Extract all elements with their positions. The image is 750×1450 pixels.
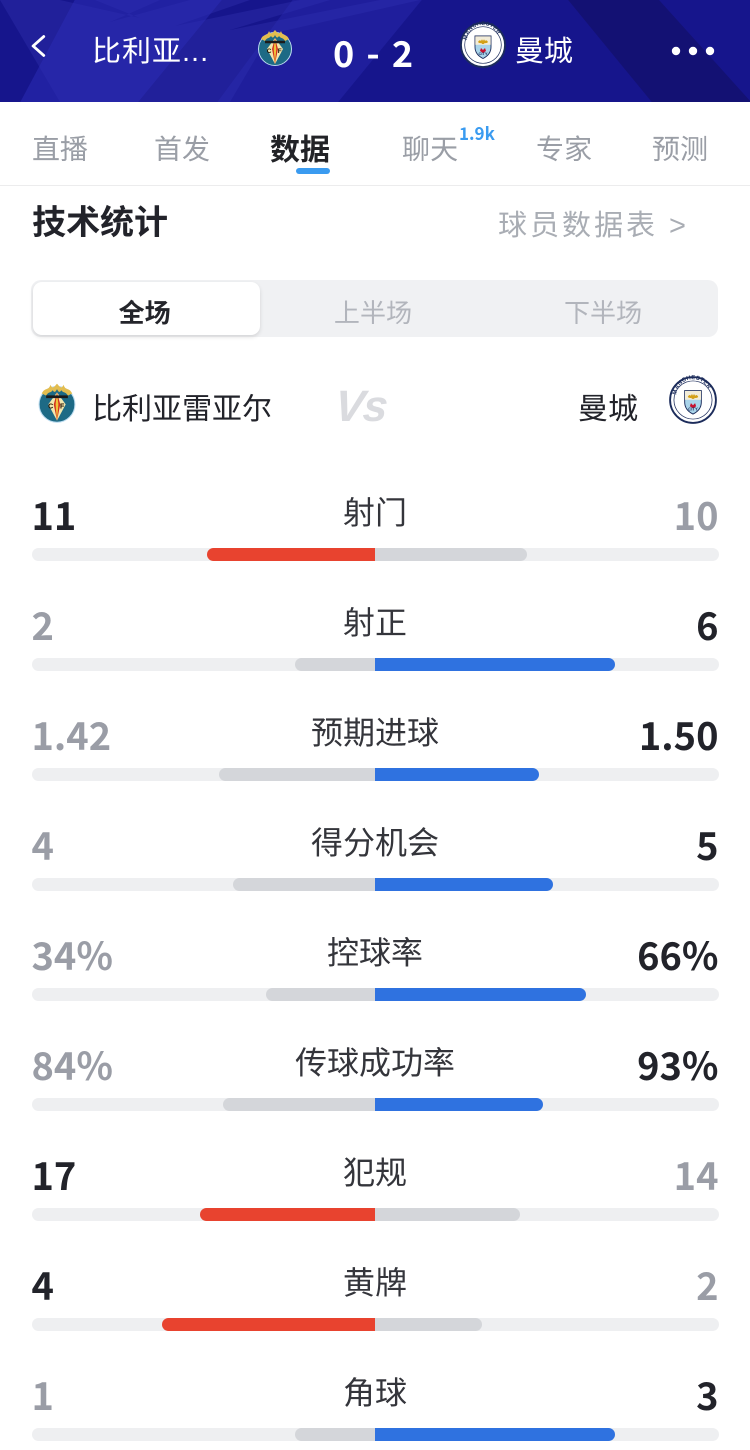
- svg-text:F: F: [278, 48, 282, 55]
- svg-text:CITY: CITY: [688, 406, 698, 411]
- svg-text:CITY: CITY: [478, 51, 487, 56]
- svg-text:F: F: [60, 404, 65, 411]
- svg-text:C: C: [48, 404, 53, 411]
- svg-text:C: C: [267, 48, 272, 55]
